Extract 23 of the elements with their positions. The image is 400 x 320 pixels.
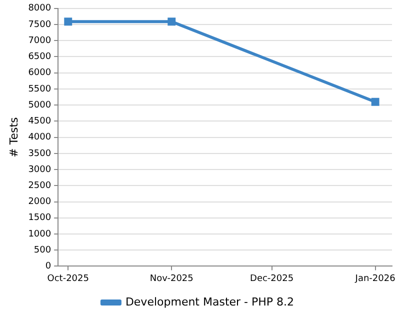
y-tick-label: 5000 — [28, 100, 52, 110]
y-tick-label: 6500 — [28, 52, 52, 62]
y-tick-label: 3000 — [28, 164, 52, 175]
y-tick-label: 1500 — [28, 213, 52, 224]
x-tick-label: Jan-2026 — [354, 274, 396, 284]
legend-label: Development Master - PHP 8.2 — [125, 295, 294, 308]
y-tick-label: 0 — [45, 262, 52, 272]
y-tick-label: 6000 — [28, 68, 52, 78]
y-tick-label: 500 — [34, 245, 52, 256]
y-tick-label: 5500 — [28, 84, 52, 94]
y-tick-label: 7500 — [28, 20, 52, 30]
x-tick-label: Dec-2025 — [250, 274, 294, 284]
y-tick-label: 1000 — [28, 229, 52, 240]
x-tick-label: Nov-2025 — [150, 274, 194, 284]
y-tick-label: 2000 — [28, 197, 52, 208]
y-tick-label: 3500 — [28, 148, 52, 159]
x-tick-label: Oct-2025 — [47, 274, 89, 284]
y-tick-label: 4500 — [28, 116, 52, 127]
y-tick-label: 2500 — [28, 180, 52, 191]
y-tick-label: 8000 — [28, 4, 52, 14]
y-tick-label: 4000 — [28, 132, 52, 143]
y-axis-title: # Tests — [7, 116, 20, 158]
y-tick-label: 7000 — [28, 36, 52, 46]
